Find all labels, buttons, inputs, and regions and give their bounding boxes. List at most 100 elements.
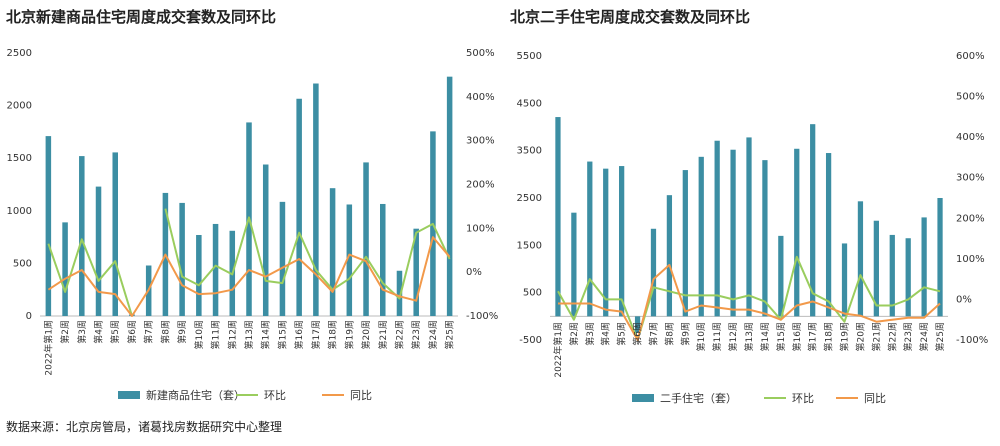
y-right-tick-label: 400% bbox=[956, 132, 985, 143]
y-right-tick-label: 0% bbox=[466, 267, 482, 278]
bar bbox=[329, 188, 336, 316]
x-tick-label: 第23周 bbox=[902, 322, 914, 351]
bar bbox=[825, 153, 832, 317]
line-series-tb bbox=[558, 263, 941, 341]
bar bbox=[682, 170, 688, 317]
x-tick-label: 第16周 bbox=[791, 322, 803, 351]
bar bbox=[746, 137, 752, 317]
y-left-tick-label: 1500 bbox=[7, 153, 32, 164]
bar bbox=[810, 124, 816, 317]
legend-swatch-bar bbox=[632, 394, 654, 402]
x-tick-label: 第5周 bbox=[616, 322, 628, 346]
bar bbox=[380, 203, 386, 316]
legend-label: 同比 bbox=[864, 392, 886, 405]
y-right-tick-label: 500% bbox=[466, 48, 495, 59]
y-left-tick-label: 1000 bbox=[7, 206, 32, 217]
bar bbox=[603, 168, 609, 317]
x-tick-label: 第25周 bbox=[444, 320, 456, 349]
bar bbox=[446, 76, 453, 316]
x-tick-label: 第12周 bbox=[226, 320, 238, 349]
x-tick-label: 第8周 bbox=[663, 322, 675, 346]
legend-label: 环比 bbox=[792, 392, 814, 405]
x-tick-label: 第11周 bbox=[711, 322, 723, 351]
x-tick-label: 第23周 bbox=[410, 320, 422, 349]
bar bbox=[937, 198, 943, 317]
x-tick-label: 第14周 bbox=[260, 320, 272, 349]
bar bbox=[571, 212, 577, 317]
y-left-tick-label: 0 bbox=[26, 311, 32, 322]
x-tick-label: 第6周 bbox=[126, 320, 138, 344]
y-right-tick-label: 400% bbox=[466, 92, 495, 103]
line-series-hb bbox=[557, 255, 941, 341]
y-left-tick-label: 500 bbox=[523, 288, 542, 299]
chart-title: 北京二手住宅周度成交套数及同环比 bbox=[510, 8, 751, 26]
x-tick-label: 第15周 bbox=[775, 322, 787, 351]
x-tick-label: 第15周 bbox=[276, 320, 288, 349]
bar bbox=[634, 316, 641, 333]
x-tick-label: 第11周 bbox=[210, 320, 222, 349]
bar bbox=[79, 156, 85, 316]
x-tick-label: 第2周 bbox=[568, 322, 580, 346]
y-left-tick-label: 3500 bbox=[517, 146, 542, 157]
x-tick-label: 第5周 bbox=[109, 320, 121, 344]
bar bbox=[698, 156, 704, 317]
x-tick-label: 第4周 bbox=[600, 322, 612, 346]
x-tick-label: 第3周 bbox=[76, 320, 88, 344]
x-tick-label: 第3周 bbox=[584, 322, 596, 346]
source-note: 数据来源：北京房管局，诸葛找房数据研究中心整理 bbox=[6, 420, 283, 434]
x-tick-label: 第8周 bbox=[159, 320, 171, 344]
y-right-tick-label: 200% bbox=[466, 180, 495, 191]
line-series-tb bbox=[47, 236, 451, 317]
y-right-tick-label: 500% bbox=[956, 92, 985, 103]
chart-title: 北京新建商品住宅周度成交套数及同环比 bbox=[6, 8, 277, 26]
legend-label: 新建商品住宅（套） bbox=[146, 388, 245, 402]
chart-panel-second-hand: 北京二手住宅周度成交套数及同环比 -500 500 1500 2500 3500 4500… bbox=[500, 0, 1000, 420]
bar bbox=[363, 162, 369, 316]
x-tick-label: 第7周 bbox=[143, 320, 155, 344]
bar bbox=[794, 148, 800, 317]
y-left-tick-label: 5500 bbox=[517, 51, 542, 62]
x-tick-label: 第9周 bbox=[679, 322, 691, 346]
x-tick-label: 第25周 bbox=[934, 322, 946, 351]
x-tick-label: 第24周 bbox=[918, 322, 930, 351]
y-right-tick-label: 100% bbox=[466, 223, 495, 234]
bar bbox=[313, 83, 319, 317]
y-right-tick-label: 200% bbox=[956, 213, 985, 224]
x-tick-label: 第19周 bbox=[839, 322, 851, 351]
chart-svg-new-homes: 0 500 1000 1500 2000 2500 -100% 0% 100% 200% 300% 4… bbox=[7, 48, 499, 402]
bar bbox=[555, 117, 561, 317]
y-left-tick-label: 2500 bbox=[517, 193, 542, 204]
legend-label: 环比 bbox=[264, 389, 286, 402]
chart-panel-new-homes: 北京新建商品住宅周度成交套数及同环比 0 500 1000 1500 2000 2500 -… bbox=[0, 0, 500, 420]
bar bbox=[714, 140, 720, 317]
x-tick-label: 2022年第1周 bbox=[552, 322, 564, 378]
bar bbox=[112, 152, 118, 316]
legend-swatch-bar bbox=[118, 391, 140, 399]
x-tick-label: 第6周 bbox=[632, 322, 644, 346]
bar bbox=[279, 201, 286, 316]
x-tick-label: 第20周 bbox=[360, 320, 372, 349]
x-tick-label: 第24周 bbox=[427, 320, 439, 349]
y-left-tick-label: 500 bbox=[13, 258, 32, 269]
bar bbox=[905, 238, 911, 317]
y-left-tick-label: 2000 bbox=[7, 101, 32, 112]
chart-svg-second-hand: -500 500 1500 2500 3500 4500 5500 -100% 0% 100% 20… bbox=[517, 51, 989, 405]
y-left-tick-label: 4500 bbox=[517, 98, 542, 109]
x-tick-label: 第12周 bbox=[727, 322, 739, 351]
bar bbox=[45, 136, 52, 316]
y-left-tick-label: -500 bbox=[519, 335, 542, 346]
x-tick-label: 第22周 bbox=[886, 322, 898, 351]
bar bbox=[95, 186, 102, 316]
bar bbox=[762, 160, 768, 317]
x-tick-label: 第19周 bbox=[343, 320, 355, 349]
bar bbox=[587, 161, 593, 317]
bar bbox=[730, 149, 736, 317]
x-tick-label: 第13周 bbox=[243, 320, 255, 349]
y-right-tick-label: 0% bbox=[956, 294, 972, 305]
y-right-tick-label: -100% bbox=[956, 335, 988, 346]
x-tick-label: 第18周 bbox=[823, 322, 835, 351]
x-tick-label: 第20周 bbox=[854, 322, 866, 351]
x-tick-label: 第17周 bbox=[310, 320, 322, 349]
x-tick-label: 第10周 bbox=[695, 322, 707, 351]
x-tick-label: 第13周 bbox=[743, 322, 755, 351]
